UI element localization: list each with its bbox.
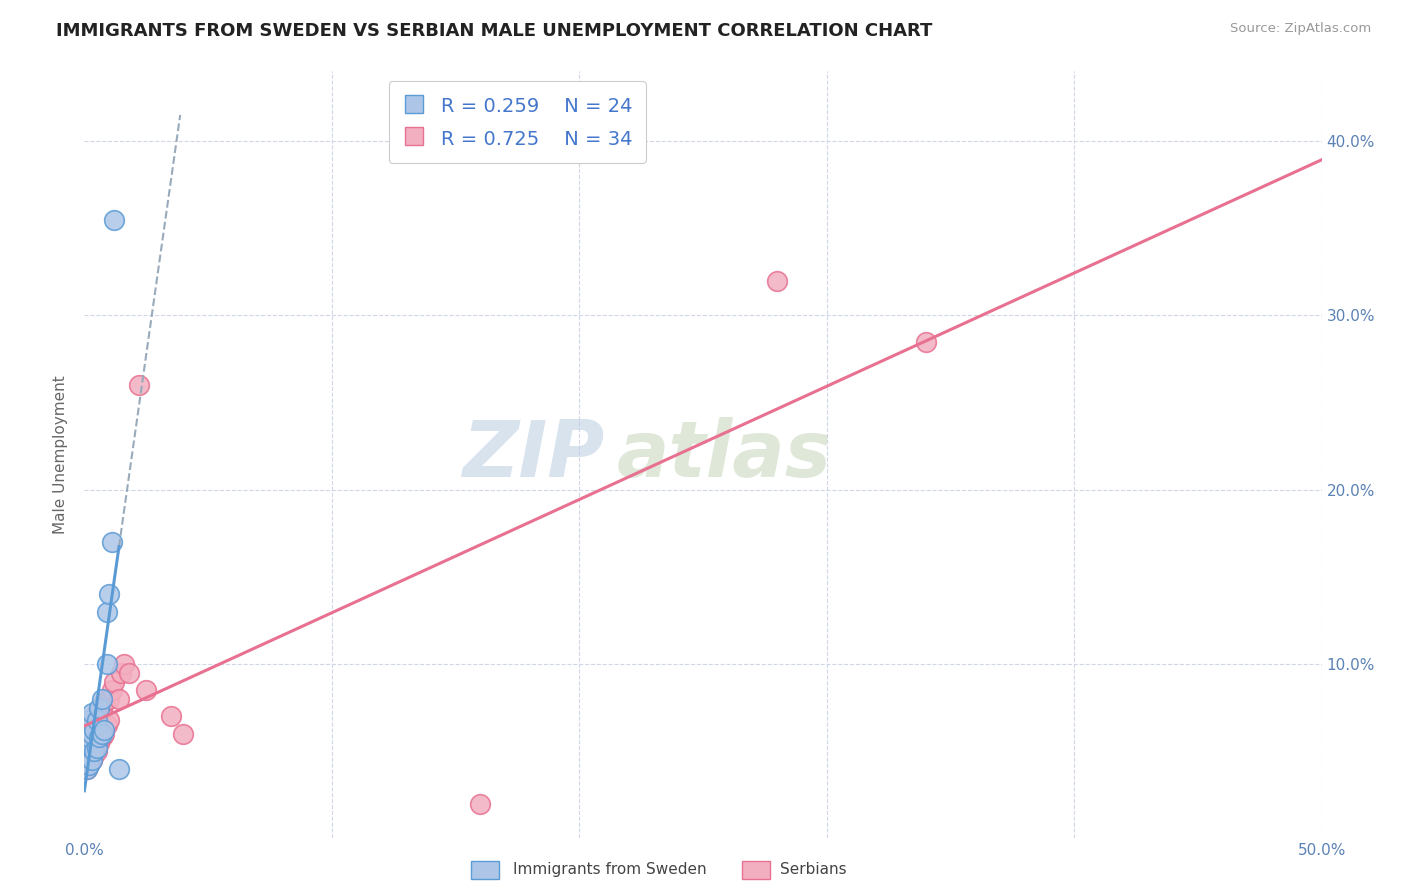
Text: Immigrants from Sweden: Immigrants from Sweden (513, 863, 707, 877)
Point (90, 700, 112, 714)
Legend: R = 0.259    N = 24, R = 0.725    N = 34: R = 0.259 N = 24, R = 0.725 N = 34 (388, 81, 647, 163)
Text: atlas: atlas (616, 417, 831, 493)
Point (118, 665, 141, 680)
Point (80, 753, 103, 767)
Point (83, 723, 105, 738)
Point (86, 727, 108, 741)
Text: ZIP: ZIP (461, 417, 605, 493)
Point (103, 212, 125, 227)
Point (80, 735, 103, 749)
Point (86, 713, 108, 727)
Point (96, 718, 118, 732)
Point (160, 709, 183, 723)
Point (76, 718, 98, 732)
Point (79, 758, 101, 772)
Text: Source: ZipAtlas.com: Source: ZipAtlas.com (1230, 22, 1371, 36)
Point (79, 713, 101, 727)
Point (79, 758, 101, 772)
Point (93, 727, 115, 741)
Point (86, 744, 108, 758)
Point (98, 692, 121, 706)
Point (93, 723, 115, 738)
Point (80, 753, 103, 767)
Point (90, 692, 112, 706)
Point (112, 657, 135, 672)
Point (766, 274, 789, 288)
Point (79, 731, 101, 745)
Point (80, 727, 103, 741)
Point (76, 762, 98, 776)
Point (86, 706, 108, 720)
Point (89, 709, 111, 723)
Point (98, 713, 121, 727)
Point (172, 727, 194, 741)
Point (89, 700, 111, 714)
Text: Serbians: Serbians (780, 863, 846, 877)
Point (96, 657, 118, 672)
Point (90, 731, 112, 745)
Text: IMMIGRANTS FROM SWEDEN VS SERBIAN MALE UNEMPLOYMENT CORRELATION CHART: IMMIGRANTS FROM SWEDEN VS SERBIAN MALE U… (56, 22, 932, 40)
Point (80, 718, 103, 732)
Point (98, 587, 121, 601)
Point (110, 665, 132, 680)
Point (470, 797, 492, 811)
Point (128, 378, 150, 392)
Point (83, 747, 105, 762)
Point (100, 535, 122, 549)
Point (108, 762, 131, 776)
Point (108, 692, 131, 706)
Point (76, 735, 98, 749)
Point (80, 706, 103, 720)
Point (96, 605, 118, 619)
Point (90, 727, 112, 741)
Point (89, 731, 111, 745)
Point (103, 674, 125, 689)
Point (83, 723, 105, 738)
Point (89, 735, 111, 749)
Point (135, 683, 157, 698)
Y-axis label: Male Unemployment: Male Unemployment (53, 376, 69, 534)
Point (76, 735, 98, 749)
Point (83, 744, 105, 758)
Point (86, 740, 108, 755)
Point (79, 731, 101, 745)
Point (93, 696, 115, 710)
Point (76, 762, 98, 776)
Point (100, 683, 122, 698)
Point (914, 334, 936, 349)
